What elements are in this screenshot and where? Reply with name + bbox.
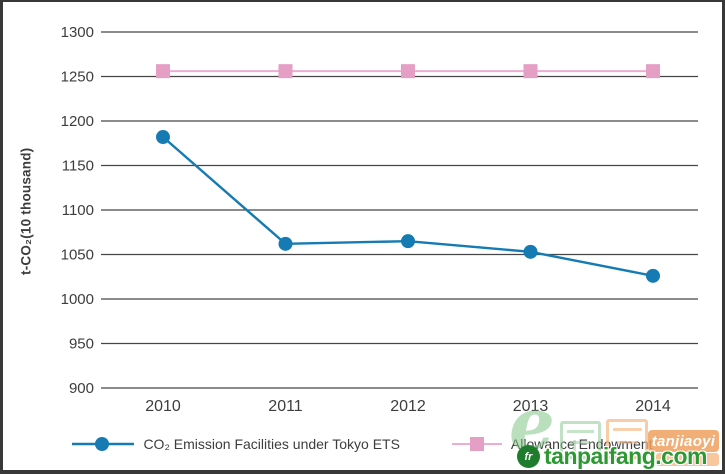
gridlines xyxy=(101,31,698,389)
series-emissions xyxy=(156,130,660,283)
data-point-emissions xyxy=(156,130,170,145)
data-point-allowance xyxy=(646,64,660,79)
data-point-allowance xyxy=(401,64,415,79)
legend-label-emissions: CO₂ Emission Facilities under Tokyo ETS xyxy=(143,436,400,452)
x-tick-label: 2014 xyxy=(635,398,671,415)
y-tick-label: 950 xyxy=(69,336,94,353)
y-tick-label: 1250 xyxy=(61,69,94,86)
chart-legend: CO₂ Emission Facilities under Tokyo ETS … xyxy=(3,431,722,457)
legend-item-allowance: Allowance Endowment xyxy=(451,436,653,452)
data-point-allowance xyxy=(523,64,538,79)
legend-marker-circle-icon xyxy=(72,437,135,451)
data-point-allowance xyxy=(156,64,170,79)
y-tick-label: 1200 xyxy=(61,113,94,130)
x-tick-label: 2012 xyxy=(390,398,426,415)
y-tick-label: 1050 xyxy=(61,247,94,264)
legend-label-allowance: Allowance Endowment xyxy=(510,436,653,452)
data-point-emissions xyxy=(278,236,293,251)
legend-item-emissions: CO₂ Emission Facilities under Tokyo ETS xyxy=(72,436,400,452)
legend-marker-square-icon xyxy=(451,437,502,451)
data-point-emissions xyxy=(401,234,415,249)
x-tick-label: 2011 xyxy=(268,398,303,415)
x-tick-labels: 2010 2011 2012 2013 2014 xyxy=(145,398,671,415)
y-tick-label: 1100 xyxy=(62,202,94,219)
y-tick-label: 1150 xyxy=(62,158,94,175)
y-tick-label: 1300 xyxy=(61,24,94,41)
data-point-emissions xyxy=(646,268,660,283)
data-point-emissions xyxy=(523,244,538,259)
y-tick-labels: 900 950 1000 1050 1100 1150 1200 1250 1300 xyxy=(61,24,94,397)
data-point-allowance xyxy=(278,64,293,79)
y-tick-label: 1000 xyxy=(61,291,94,308)
x-tick-label: 2010 xyxy=(145,398,181,415)
y-tick-label: 900 xyxy=(69,380,94,397)
x-tick-label: 2013 xyxy=(513,398,549,415)
series-allowance xyxy=(156,64,660,79)
